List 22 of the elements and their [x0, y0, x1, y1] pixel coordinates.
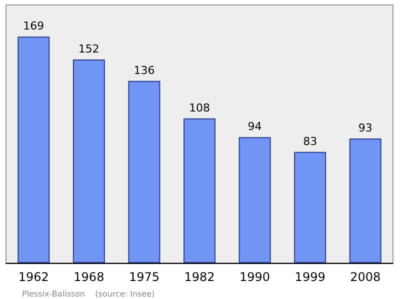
- data-label: 136: [134, 64, 155, 77]
- data-label: 83: [303, 134, 318, 148]
- x-tick-label: 2008: [350, 270, 381, 284]
- x-tick-label: 1990: [240, 270, 270, 284]
- x-tick-label: 1999: [294, 270, 326, 284]
- x-tick-label: 1975: [128, 270, 160, 284]
- text: Plessix-Balisson (source: Insee): [22, 290, 155, 298]
- bar: [128, 80, 160, 263]
- bar: [184, 118, 216, 263]
- x-tick-label: 1962: [18, 270, 49, 284]
- data-label: 93: [358, 121, 372, 134]
- data-label: 94: [248, 120, 262, 134]
- data-label: 108: [189, 101, 210, 114]
- bar: [238, 137, 271, 263]
- bar: [294, 152, 326, 263]
- data-label: 152: [78, 42, 100, 56]
- x-tick-label: 1968: [74, 270, 104, 284]
- data-label: 169: [23, 20, 44, 33]
- bar: [72, 59, 105, 263]
- bar: [349, 138, 382, 263]
- x-tick-label: 1982: [184, 270, 215, 284]
- bar: [18, 36, 50, 263]
